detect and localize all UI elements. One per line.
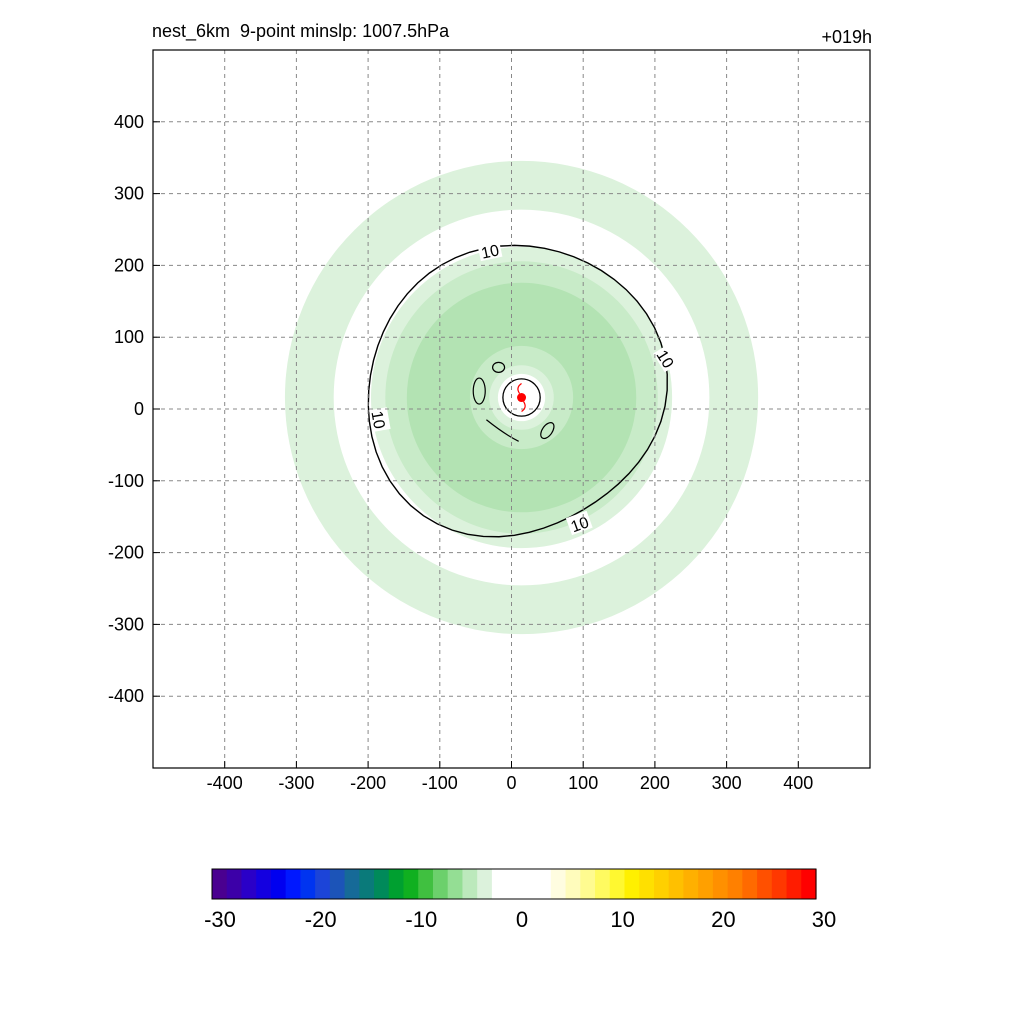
shaded-field [284,160,759,635]
x-tick-label: 100 [568,773,598,793]
colorbar-swatch [506,869,522,899]
colorbar-swatch [256,869,272,899]
y-tick-label: -100 [108,471,144,491]
colorbar-swatch [491,869,508,899]
colorbar-swatch [477,869,493,899]
colorbar-swatch [374,869,390,899]
colorbar-swatch [712,869,729,899]
colorbar-swatch [388,869,405,899]
y-tick-label: 100 [114,327,144,347]
colorbar-swatch [550,869,567,899]
colorbar-swatch [315,869,331,899]
x-tick-label: -100 [422,773,458,793]
colorbar: -30 -20 -10 0 10 20 30 [204,868,836,932]
colorbar-swatch [403,869,419,899]
colorbar-swatch [757,869,773,899]
colorbar-swatch [565,869,581,899]
x-tick-label: 200 [640,773,670,793]
y-tick-label: -400 [108,686,144,706]
storm-center-dot [517,393,527,403]
colorbar-swatch [447,869,464,899]
colorbar-swatch [536,869,552,899]
x-tick-label: -300 [278,773,314,793]
colorbar-swatch [668,869,685,899]
colorbar-swatch [653,869,670,899]
colorbar-swatch [624,869,640,899]
y-tick-label: 400 [114,112,144,132]
colorbar-swatch [212,869,228,899]
forecast-hour-label: +019h [821,27,872,47]
colorbar-swatch [609,869,626,899]
colorbar-frame [211,868,817,900]
colorbar-swatch [462,869,478,899]
hurricane-icon [517,383,526,413]
colorbar-swatch [285,869,301,899]
colorbar-swatch [270,869,287,899]
contour-label: 10 [367,410,387,431]
colorbar-tick-label: 0 [516,907,528,932]
colorbar-swatch [418,869,434,899]
y-tick-label: 0 [134,399,144,419]
contour-label: 10 [480,242,501,262]
colorbar-swatch [742,869,758,899]
colorbar-swatch [226,869,243,899]
colorbar-swatch [639,869,655,899]
x-tick-label: 300 [712,773,742,793]
contour-blob [540,422,555,440]
colorbar-swatch [300,869,316,899]
colorbar-swatch [432,869,449,899]
storm-center [517,383,527,413]
colorbar-tick-label: -30 [204,907,236,932]
colorbar-tick-label: -10 [405,907,437,932]
colorbar-swatch [801,869,817,899]
colorbar-swatch [786,869,802,899]
colorbar-swatch [771,869,788,899]
chart-title: nest_6km 9-point minslp: 1007.5hPa [152,21,450,41]
colorbar-swatch [521,869,537,899]
y-tick-label: 300 [114,184,144,204]
y-tick-label: -300 [108,614,144,634]
grid-lines [153,50,870,768]
colorbar-tick-label: 10 [610,907,634,932]
colorbar-swatch [698,869,714,899]
x-tick-label: 0 [506,773,516,793]
contour-blob [472,377,486,405]
colorbar-tick-label: -20 [305,907,337,932]
colorbar-tick-label: 20 [711,907,735,932]
contour-label: 10 [652,347,676,371]
y-tick-label: -200 [108,543,144,563]
x-tick-label: 400 [783,773,813,793]
contour-blob [491,361,506,373]
colorbar-swatch [595,869,611,899]
colorbar-swatch [580,869,596,899]
colorbar-swatch [329,869,346,899]
colorbar-swatch [683,869,699,899]
x-tick-label: -400 [207,773,243,793]
axis-ticks: -400 -300 -200 -100 0 100 200 300 40040030020010… [108,112,813,793]
contour-blob [486,419,519,442]
colorbar-swatch [359,869,375,899]
contour-label: 10 [569,514,592,536]
contour-lines: 10 10 10 10 [367,238,680,538]
contour-line-inner [502,378,541,417]
shaded-ring-4 [406,282,637,513]
colorbar-tick-label: 30 [812,907,836,932]
x-tick-label: -200 [350,773,386,793]
colorbar-swatch [727,869,743,899]
colorbar-swatch [344,869,360,899]
colorbar-swatch [241,869,257,899]
y-tick-label: 200 [114,255,144,275]
